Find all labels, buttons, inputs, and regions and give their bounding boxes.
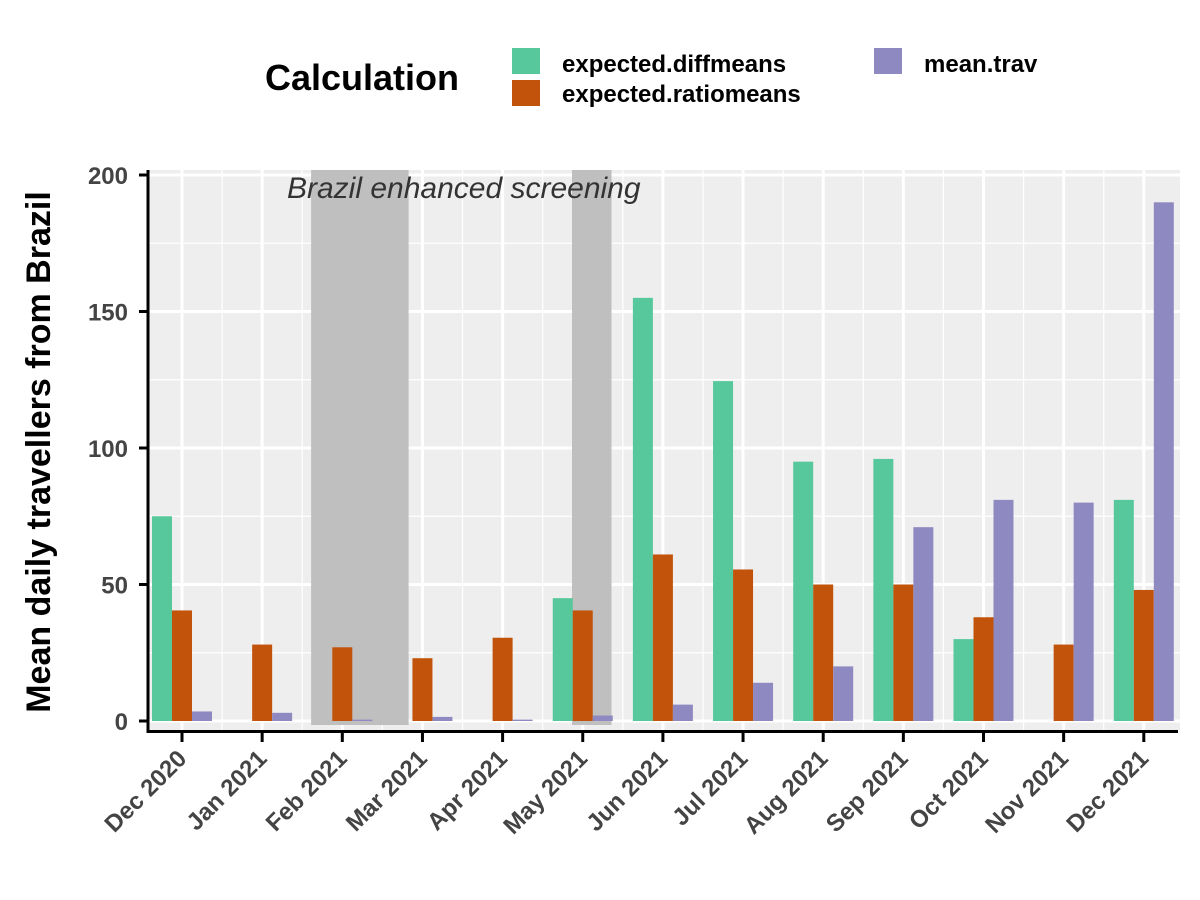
- y-tick-label: 100: [88, 436, 128, 463]
- bar-expected-diffmeans-9: [873, 458, 894, 721]
- bar-expected-ratiomeans-3: [412, 658, 433, 721]
- bar-expected-diffmeans-6: [632, 297, 653, 721]
- bar-expected-diffmeans-7: [713, 381, 734, 721]
- shaded-period-1: [311, 170, 409, 725]
- bar-layer: [152, 202, 1174, 722]
- y-tick-layer: 0 50 100 150 200: [88, 163, 148, 736]
- bar-expected-ratiomeans-6: [652, 554, 673, 721]
- bar-mean-trav-1: [272, 712, 293, 721]
- bar-expected-diffmeans-10: [953, 639, 974, 721]
- bar-mean-trav-7: [753, 682, 774, 721]
- bar-expected-ratiomeans-2: [332, 647, 353, 721]
- y-tick-label: 150: [88, 300, 128, 327]
- bar-expected-ratiomeans-7: [733, 569, 754, 721]
- bar-mean-trav-10: [993, 499, 1014, 721]
- bar-mean-trav-12: [1153, 202, 1174, 722]
- legend-swatch-diffmeans: [512, 48, 540, 74]
- bar-mean-trav-4: [512, 719, 533, 721]
- legend-title: Calculation: [265, 57, 459, 98]
- x-tick-label: Jan 2021: [182, 745, 273, 836]
- bar-expected-ratiomeans-1: [252, 644, 273, 721]
- legend-swatch-ratiomeans: [512, 80, 540, 106]
- y-axis-title: Mean daily travellers from Brazil: [20, 191, 58, 713]
- bar-expected-ratiomeans-5: [572, 610, 593, 721]
- y-tick-label: 50: [101, 573, 128, 600]
- x-tick-label: Feb 2021: [261, 745, 353, 837]
- bar-expected-diffmeans-5: [552, 598, 573, 721]
- x-tick-label: May 2021: [498, 745, 593, 840]
- bar-mean-trav-9: [913, 527, 934, 721]
- bar-expected-diffmeans-0: [152, 516, 172, 721]
- x-tick-label: Nov 2021: [980, 745, 1074, 839]
- legend-label-diffmeans: expected.diffmeans: [562, 51, 786, 78]
- bar-expected-ratiomeans-10: [973, 617, 994, 721]
- bar-mean-trav-0: [192, 711, 212, 721]
- annotation-label: Brazil enhanced screening: [287, 172, 641, 205]
- legend-label-ratiomeans: expected.ratiomeans: [562, 81, 801, 108]
- legend: Calculation expected.diffmeans expected.…: [265, 48, 1038, 108]
- bar-mean-trav-11: [1073, 502, 1094, 721]
- bar-expected-ratiomeans-0: [172, 610, 192, 721]
- bar-expected-ratiomeans-11: [1053, 644, 1074, 721]
- x-tick-label: Sep 2021: [821, 745, 914, 838]
- x-tick-label: Jun 2021: [581, 745, 673, 837]
- y-tick-label: 200: [88, 163, 128, 190]
- y-tick-label: 0: [115, 709, 128, 736]
- x-tick-label: Dec 2020: [100, 745, 193, 838]
- bar-expected-diffmeans-8: [793, 461, 814, 721]
- legend-label-mean-trav: mean.trav: [924, 51, 1038, 78]
- bar-expected-ratiomeans-9: [893, 584, 914, 721]
- bar-expected-ratiomeans-12: [1133, 589, 1154, 721]
- bar-mean-trav-6: [672, 704, 693, 721]
- bar-mean-trav-3: [432, 716, 453, 721]
- bar-mean-trav-8: [833, 666, 854, 721]
- bar-mean-trav-2: [352, 719, 373, 721]
- x-tick-label: Aug 2021: [739, 745, 834, 840]
- legend-swatch-mean-trav: [874, 48, 902, 74]
- x-tick-label: Mar 2021: [341, 745, 433, 837]
- bar-expected-ratiomeans-8: [813, 584, 834, 721]
- x-tick-label: Oct 2021: [904, 745, 994, 835]
- x-tick-label: Dec 2021: [1061, 745, 1154, 838]
- bar-expected-diffmeans-12: [1113, 499, 1134, 721]
- bar-expected-ratiomeans-4: [492, 637, 513, 721]
- bar-mean-trav-5: [592, 715, 613, 721]
